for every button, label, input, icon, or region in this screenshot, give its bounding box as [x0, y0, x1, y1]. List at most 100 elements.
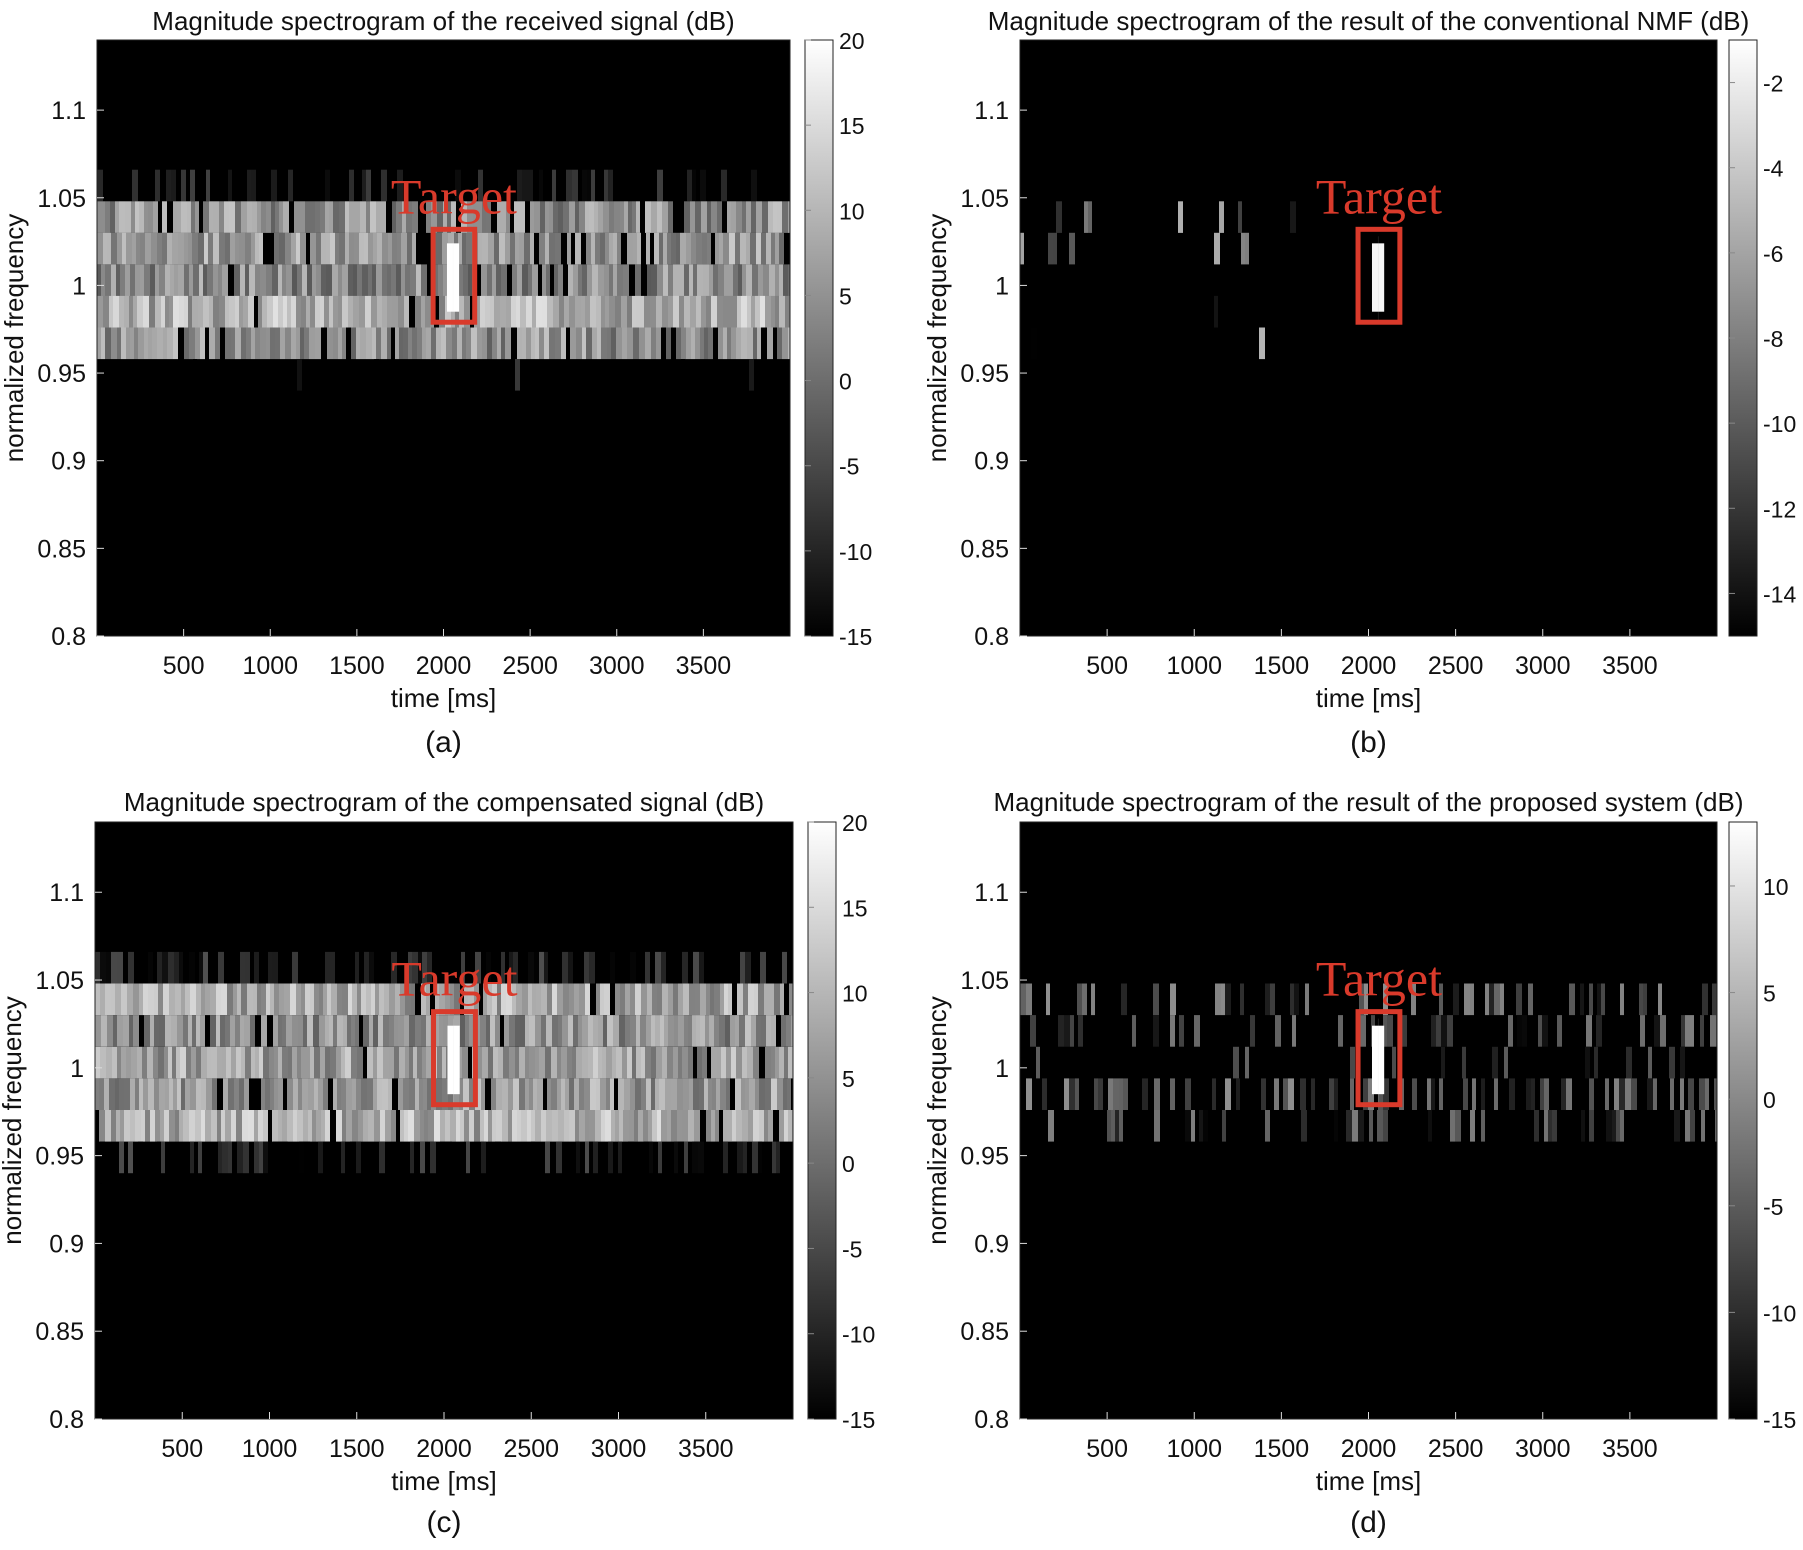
spectrogram-cell-band-1 [545, 201, 549, 233]
spectrogram-cell-band-1 [1557, 1015, 1562, 1047]
spectrogram-cell-band-1 [119, 201, 125, 233]
spectrogram-cell-band-3 [567, 1046, 572, 1079]
spectrogram-cell-band-2 [686, 232, 691, 265]
spectrogram-cell-band-2 [1068, 295, 1073, 328]
spectrogram-cell-band-2 [719, 1015, 725, 1047]
spectrogram-cell-band-3 [783, 264, 788, 296]
spectrogram-cell-band-2 [377, 232, 382, 265]
spectrogram-cell-band-3 [222, 1046, 226, 1079]
spectrogram-cell-band-4 [1383, 1110, 1388, 1142]
spectrogram-cell-band-4 [485, 295, 490, 328]
spectrogram-cell-band-3 [487, 264, 492, 296]
spectrogram-cell-band-5 [356, 327, 360, 360]
spectrogram-cell-band-0 [329, 951, 335, 984]
spectrogram-cell-band-3 [779, 264, 783, 296]
spectrogram-cell-band-1 [384, 983, 389, 1016]
spectrogram-cell-band-0 [190, 169, 195, 202]
spectrogram-cell-band-5 [623, 1110, 629, 1142]
spectrogram-cell-band-3 [312, 264, 316, 296]
x-tick-label: 2500 [1428, 652, 1484, 680]
spectrogram-cell-band-0 [349, 169, 354, 202]
spectrogram-cell-band-4 [137, 295, 143, 328]
spectrogram-cell-band-2 [354, 232, 359, 265]
spectrogram-cell-band-1 [300, 201, 305, 233]
spectrogram-cell-band-3 [1531, 1078, 1535, 1110]
spectrogram-cell-band-2 [178, 232, 184, 265]
spectrogram-cell-band-2 [520, 1015, 525, 1047]
spectrogram-cell-band-5 [517, 327, 522, 360]
spectrogram-cell-band-5 [742, 1110, 748, 1142]
spectrogram-cell-band-1 [279, 983, 284, 1016]
spectrogram-cell-band-0 [1290, 201, 1296, 233]
spectrogram-cell-band-4 [209, 295, 213, 328]
spectrogram-cell-band-3 [1123, 1078, 1128, 1110]
spectrogram-cell-band-4 [206, 1078, 212, 1110]
spectrogram-cell-band-2 [103, 232, 107, 265]
spectrogram-cell-band-0 [475, 951, 481, 984]
spectrogram-cell-band-4 [777, 1078, 783, 1110]
spectrogram-cell-band-5 [105, 327, 111, 360]
spectrogram-cell-band-3 [405, 264, 410, 296]
spectrogram-cell-band-3 [342, 264, 348, 296]
spectrogram-cell-band-0 [1153, 983, 1159, 1016]
spectrogram-cell-band-3 [1094, 1078, 1098, 1110]
spectrogram-cell-band-4 [1334, 1110, 1338, 1142]
spectrogram-cell-band-4 [765, 1078, 771, 1110]
colorbar [1728, 821, 1758, 1420]
spectrogram-cell-band-3 [673, 264, 679, 296]
spectrogram-cell-band-5 [300, 327, 304, 360]
x-tick-label: 3500 [1602, 1435, 1658, 1463]
spectrogram-cell-band-3 [1494, 1078, 1498, 1110]
spectrogram-cell-band-3 [218, 264, 222, 296]
spectrogram-cell-band-0 [203, 951, 208, 984]
spectrogram-cell-band-6 [466, 1141, 470, 1174]
spectrogram-cell-band-1 [1020, 232, 1024, 265]
spectrogram-cell-band-4 [706, 295, 711, 328]
spectrogram-cell-band-1 [274, 983, 279, 1016]
spectrogram-cell-band-5 [546, 1110, 552, 1142]
spectrogram-cell-band-5 [338, 327, 342, 360]
spectrogram-cell-band-4 [161, 295, 165, 328]
spectrogram-cell-band-4 [453, 1078, 459, 1110]
spectrogram-cell-band-3 [1368, 1078, 1374, 1110]
spectrogram-cell-band-1 [711, 201, 717, 233]
spectrogram-cell-band-4 [239, 1078, 244, 1110]
spectrogram-cell-band-4 [293, 1078, 298, 1110]
spectrogram-cell-band-3 [394, 1046, 399, 1079]
spectrogram-cell-band-0 [341, 951, 347, 984]
x-tick-label: 500 [1086, 652, 1128, 680]
spectrogram-cell-band-5 [549, 327, 555, 360]
spectrogram-cell-band-6 [263, 1141, 268, 1174]
spectrogram-cell-band-3 [573, 264, 578, 296]
spectrogram-cell-band-2 [1392, 1046, 1396, 1079]
spectrogram-cell-band-5 [471, 327, 477, 360]
spectrogram-cell-band-3 [251, 1046, 255, 1079]
spectrogram-cell-band-2 [469, 1015, 475, 1047]
spectrogram-cell-band-3 [1288, 1078, 1294, 1110]
spectrogram-cell-band-5 [272, 1110, 278, 1142]
colorbar-tick-label: -15 [842, 1407, 875, 1433]
spectrogram-cell-band-5 [695, 327, 700, 360]
spectrogram-cell-band-4 [650, 295, 656, 328]
spectrogram-cell-band-3 [481, 264, 487, 296]
spectrogram-cell-band-3 [1670, 1078, 1674, 1110]
spectrogram-cell-band-6 [752, 1141, 758, 1174]
spectrogram-cell-band-3 [616, 1046, 622, 1079]
spectrogram-cell-band-5 [99, 1110, 105, 1142]
spectrogram-cell-band-3 [647, 264, 651, 296]
spectrogram-cell-band-0 [587, 169, 591, 202]
spectrogram-cell-band-1 [683, 983, 689, 1016]
spectrogram-cell-band-3 [410, 264, 416, 296]
spectrogram-cell-band-4 [196, 1078, 201, 1110]
spectrogram-cell-band-6 [545, 1141, 550, 1174]
spectrogram-cell-band-1 [191, 201, 195, 233]
spectrogram-cell-band-2 [535, 1015, 541, 1047]
spectrogram-cell-band-4 [377, 295, 382, 328]
spectrogram-cell-band-4 [103, 295, 109, 328]
y-tick-label: 1.1 [974, 97, 1009, 125]
spectrogram-cell-band-3 [582, 264, 587, 296]
spectrogram-cell-band-5 [651, 327, 656, 360]
spectrogram-cell-band-5 [552, 1110, 558, 1142]
spectrogram-cell-band-1 [203, 201, 209, 233]
spectrogram-cell-band-4 [749, 1078, 755, 1110]
